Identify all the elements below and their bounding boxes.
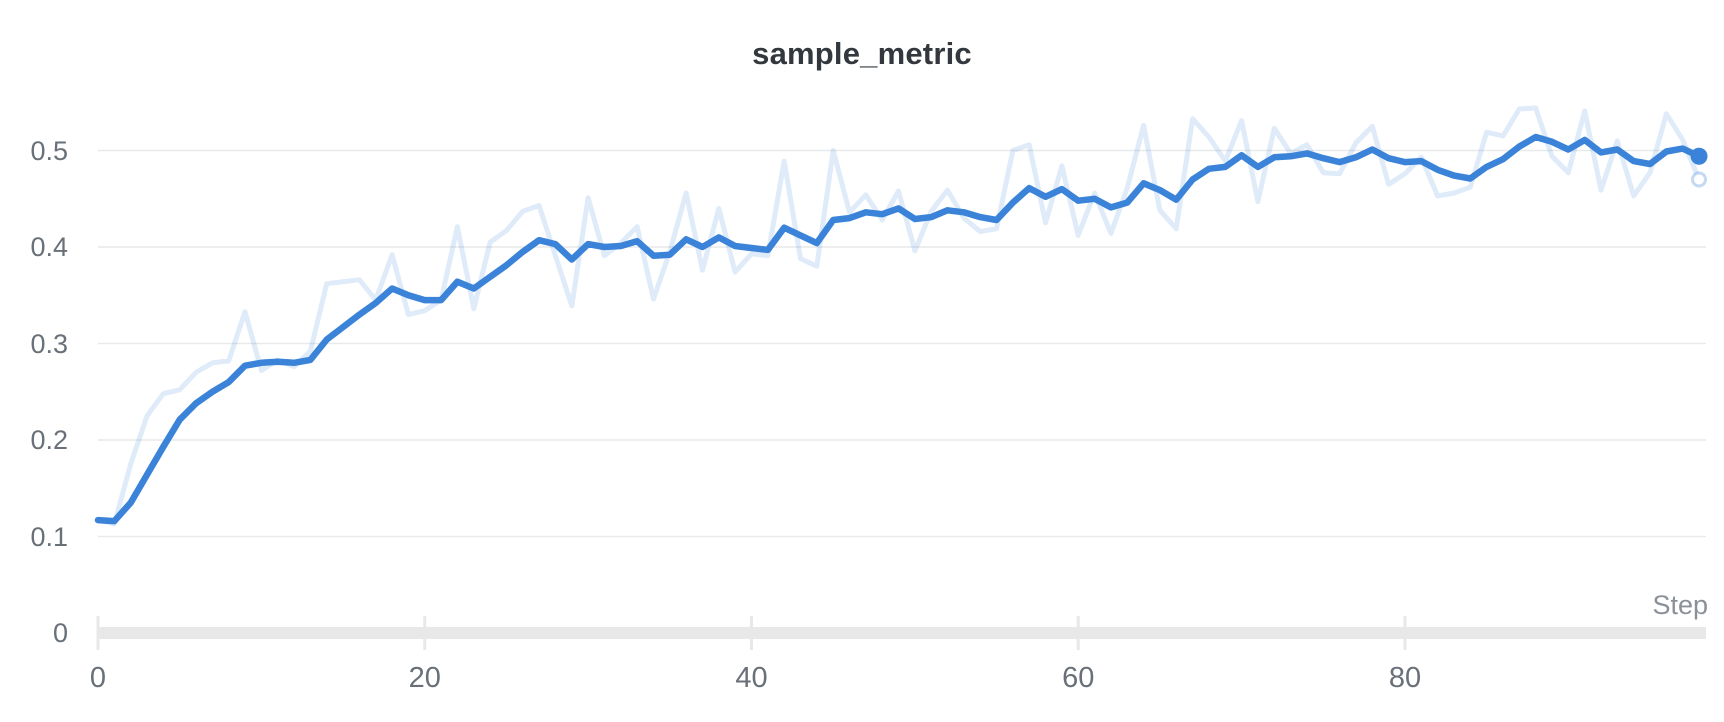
x-tick-label: 80 <box>1388 662 1422 694</box>
x-tick-mark <box>1076 616 1080 650</box>
x-tick-mark <box>749 616 753 650</box>
y-tick-label: 0 <box>52 618 68 648</box>
chart-title: sample_metric <box>752 36 972 71</box>
x-tick-label: 40 <box>735 662 768 694</box>
x-tick-mark <box>1403 616 1407 650</box>
smoothed-endpoint-dot <box>1690 147 1708 165</box>
x-tick-label: 60 <box>1062 662 1095 694</box>
y-tick-label: 0.4 <box>30 232 68 262</box>
x-axis-title: Step <box>1652 590 1708 620</box>
raw-series-line <box>95 105 1702 527</box>
x-axis-baseline <box>98 627 1706 639</box>
x-tick-label: 20 <box>408 662 441 694</box>
x-tick-mark <box>96 616 100 650</box>
y-tick-label: 0.1 <box>30 521 68 552</box>
y-tick-label: 0.5 <box>30 135 68 166</box>
smoothed-series-line <box>94 133 1703 525</box>
y-tick-label: 0.2 <box>30 425 68 455</box>
x-tick-mark <box>423 616 427 650</box>
x-tick-label: 0 <box>89 662 107 694</box>
raw-endpoint-ring <box>1691 171 1708 188</box>
y-tick-label: 0.3 <box>30 328 68 359</box>
